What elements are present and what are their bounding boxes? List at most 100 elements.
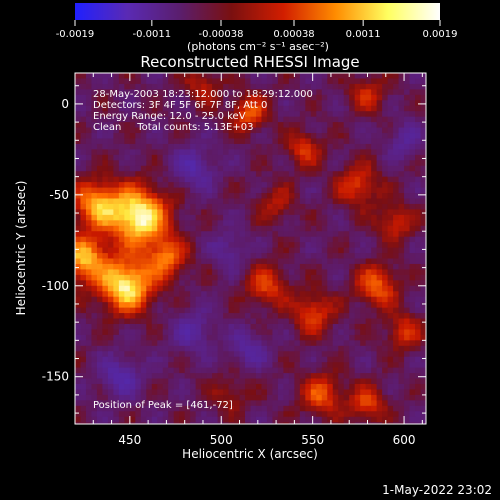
heatmap-cell (75, 323, 82, 331)
heatmap-cell (162, 193, 169, 200)
heatmap-cell (168, 111, 175, 118)
heatmap-cell (234, 263, 241, 271)
heatmap-cell (415, 274, 422, 281)
heatmap-cell (349, 269, 356, 276)
heatmap-cell (299, 236, 306, 243)
heatmap-cell (255, 416, 263, 423)
heatmap-cell (250, 133, 257, 140)
heatmap-cell (129, 133, 136, 140)
heatmap-cell (349, 100, 356, 107)
heatmap-cell (288, 220, 295, 227)
heatmap-cell (179, 394, 186, 401)
heatmap-cell (195, 291, 202, 298)
heatmap-cell (305, 296, 312, 303)
heatmap-cell (85, 182, 93, 189)
heatmap-cell (272, 400, 279, 407)
heatmap-cell (261, 367, 268, 374)
heatmap-cell (393, 323, 400, 331)
heatmap-cell (305, 313, 312, 320)
heatmap-cell (234, 100, 241, 107)
heatmap-cell (245, 116, 252, 123)
heatmap-cell (261, 242, 268, 249)
heatmap-cell (118, 291, 125, 298)
heatmap-cell (217, 253, 224, 260)
heatmap-cell (146, 345, 153, 352)
heatmap-cell (212, 302, 219, 309)
heatmap-cell (124, 231, 131, 238)
heatmap-cell (206, 176, 213, 183)
heatmap-cell (228, 176, 235, 183)
heatmap-cell (184, 405, 191, 412)
heatmap-cell (415, 198, 422, 205)
heatmap-cell (190, 73, 197, 80)
heatmap-cell (217, 203, 224, 210)
heatmap-cell (305, 231, 312, 238)
heatmap-cell (157, 302, 164, 309)
heatmap-cell (409, 253, 416, 260)
heatmap-cell (168, 225, 175, 232)
heatmap-cell (415, 362, 422, 369)
heatmap-cell (343, 133, 350, 140)
heatmap-cell (113, 367, 120, 374)
heatmap-cell (234, 345, 241, 352)
heatmap-cell (277, 209, 284, 216)
heatmap-cell (96, 280, 104, 287)
heatmap-cell (184, 323, 191, 331)
heatmap-cell (124, 351, 131, 358)
heatmap-cell (404, 89, 411, 96)
colorbar-tick-label: -0.00038 (199, 29, 244, 40)
heatmap-cell (157, 171, 164, 178)
heatmap-cell (327, 122, 334, 129)
heatmap-cell (195, 182, 202, 189)
heatmap-cell (96, 198, 104, 205)
heatmap-cell (239, 165, 246, 172)
heatmap-cell (288, 291, 295, 298)
heatmap-cell (228, 220, 235, 227)
heatmap-cell (338, 373, 345, 380)
heatmap-cell (261, 253, 268, 260)
heatmap-cell (266, 405, 274, 412)
heatmap-cell (299, 160, 306, 167)
heatmap-cell (294, 291, 301, 298)
heatmap-cell (376, 263, 383, 271)
heatmap-cell (146, 73, 153, 80)
heatmap-cell (409, 231, 416, 238)
heatmap-cell (261, 236, 268, 243)
heatmap-cell (140, 416, 147, 423)
heatmap-cell (201, 182, 208, 189)
heatmap-cell (393, 313, 400, 320)
heatmap-cell (168, 356, 175, 363)
heatmap-cell (151, 383, 158, 391)
heatmap-cell (146, 351, 153, 358)
heatmap-cell (376, 291, 383, 298)
heatmap-cell (217, 411, 224, 418)
heatmap-cell (354, 176, 361, 183)
heatmap-cell (75, 291, 82, 298)
heatmap-cell (118, 73, 125, 80)
heatmap-cell (140, 329, 147, 336)
heatmap-cell (91, 94, 98, 101)
heatmap-cell (91, 231, 98, 238)
heatmap-cell (321, 143, 328, 150)
heatmap-cell (299, 356, 306, 363)
heatmap-cell (420, 405, 426, 412)
heatmap-cell (387, 220, 394, 227)
heatmap-cell (107, 400, 114, 407)
heatmap-cell (288, 258, 295, 265)
heatmap-cell (195, 116, 202, 123)
heatmap-cell (223, 362, 230, 369)
heatmap-cell (349, 416, 356, 423)
heatmap-cell (179, 193, 186, 200)
heatmap-cell (212, 165, 219, 172)
heatmap-cell (294, 149, 301, 156)
heatmap-cell (173, 313, 180, 320)
heatmap-cell (107, 182, 114, 189)
heatmap-cell (102, 307, 109, 314)
heatmap-cell (283, 253, 290, 260)
heatmap-cell (157, 143, 164, 150)
heatmap-cell (151, 356, 158, 363)
heatmap-cell (420, 165, 426, 172)
heatmap-cell (316, 171, 323, 178)
heatmap-cell (102, 127, 109, 134)
heatmap-cell (107, 242, 114, 249)
